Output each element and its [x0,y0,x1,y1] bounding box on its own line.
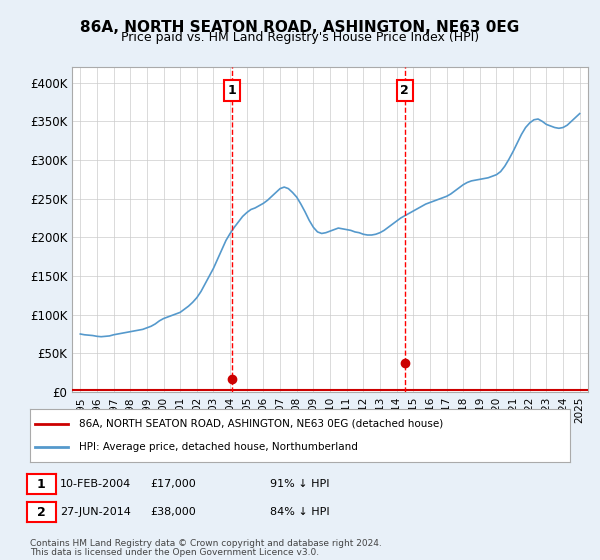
Text: 86A, NORTH SEATON ROAD, ASHINGTON, NE63 0EG (detached house): 86A, NORTH SEATON ROAD, ASHINGTON, NE63 … [79,419,443,429]
Text: Contains HM Land Registry data © Crown copyright and database right 2024.: Contains HM Land Registry data © Crown c… [30,539,382,548]
Text: 84% ↓ HPI: 84% ↓ HPI [270,507,329,517]
Text: 27-JUN-2014: 27-JUN-2014 [60,507,131,517]
Text: 2: 2 [400,84,409,97]
Text: 91% ↓ HPI: 91% ↓ HPI [270,479,329,489]
Text: 2: 2 [37,506,46,519]
Text: This data is licensed under the Open Government Licence v3.0.: This data is licensed under the Open Gov… [30,548,319,557]
Text: 86A, NORTH SEATON ROAD, ASHINGTON, NE63 0EG: 86A, NORTH SEATON ROAD, ASHINGTON, NE63 … [80,20,520,35]
Text: £17,000: £17,000 [150,479,196,489]
Text: Price paid vs. HM Land Registry's House Price Index (HPI): Price paid vs. HM Land Registry's House … [121,31,479,44]
Text: 1: 1 [227,84,236,97]
Text: £38,000: £38,000 [150,507,196,517]
Text: 1: 1 [37,478,46,491]
Text: 10-FEB-2004: 10-FEB-2004 [60,479,131,489]
Text: HPI: Average price, detached house, Northumberland: HPI: Average price, detached house, Nort… [79,442,358,452]
